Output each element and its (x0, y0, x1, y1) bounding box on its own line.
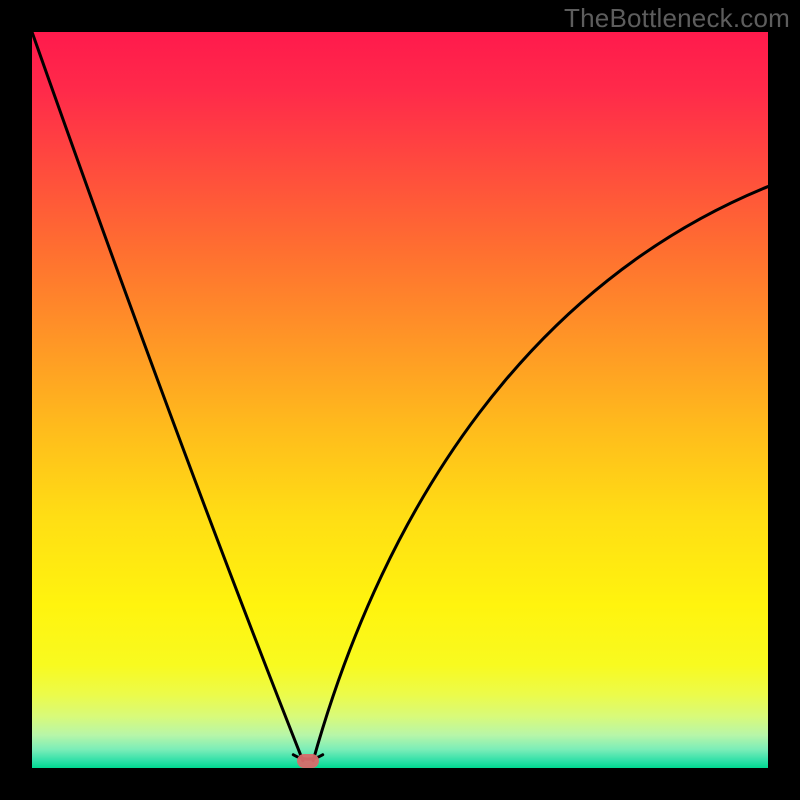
chart-svg (0, 0, 800, 800)
vertex-marker (297, 754, 319, 768)
outer-frame (0, 0, 800, 800)
watermark-text: TheBottleneck.com (564, 3, 790, 34)
